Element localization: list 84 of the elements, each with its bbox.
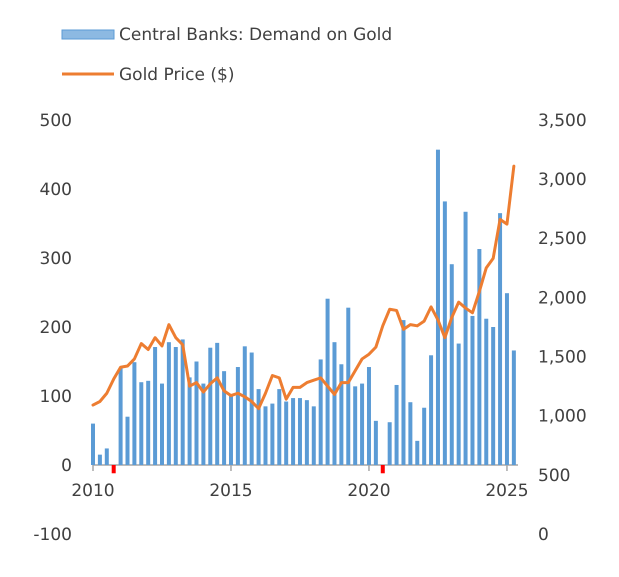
bar: [366, 367, 371, 465]
bar: [484, 318, 488, 465]
bar: [394, 384, 399, 465]
bar: [360, 384, 364, 465]
bar: [201, 384, 206, 465]
y-tick-label: -100: [33, 524, 72, 545]
x-tick-label: 2025: [485, 481, 529, 501]
bar: [477, 249, 482, 465]
bar: [139, 382, 144, 465]
x-tick-label: 2020: [347, 481, 391, 501]
bar: [263, 406, 268, 465]
bar: [242, 346, 247, 465]
y2-tick-label: 2,500: [538, 229, 587, 250]
bar: [422, 408, 426, 465]
bar: [456, 344, 461, 465]
bar: [380, 465, 385, 474]
y2-tick-label: 3,500: [538, 110, 587, 131]
x-tick-label: 2010: [71, 481, 115, 501]
y-tick-label: 100: [40, 386, 72, 407]
line-series: [92, 164, 516, 410]
bar: [498, 213, 502, 465]
x-tick-label: 2015: [209, 481, 253, 501]
bar: [346, 308, 350, 465]
y2-tick-label: 0: [538, 524, 549, 545]
bar: [125, 416, 130, 465]
bar: [436, 150, 440, 465]
y-tick-label: 300: [40, 248, 72, 269]
y2-tick-label: 1,000: [538, 406, 587, 427]
bar: [284, 402, 288, 465]
bar: [312, 406, 316, 465]
bar: [236, 367, 240, 465]
bar: [98, 454, 102, 465]
bar: [339, 364, 344, 465]
y2-tick-label: 3,000: [538, 170, 587, 190]
bar: [332, 342, 336, 465]
bar: [415, 440, 420, 465]
y2-tick-label: 500: [538, 466, 570, 486]
bar: [166, 342, 171, 465]
bar: [374, 420, 378, 465]
bar: [146, 380, 150, 465]
bar: [188, 377, 192, 465]
bar: [388, 422, 392, 465]
bar: [491, 327, 496, 465]
y-tick-label: 200: [40, 318, 72, 338]
bar: [442, 201, 447, 465]
bar: [174, 347, 178, 465]
bar: [256, 389, 261, 465]
bar: [401, 320, 406, 465]
bar: [208, 348, 212, 465]
bar: [118, 368, 123, 465]
bar: [132, 362, 136, 465]
bar: [222, 371, 226, 465]
bar: [450, 264, 454, 465]
y2-tick-label: 1,500: [538, 348, 587, 368]
bar: [512, 350, 516, 465]
bar: [250, 352, 254, 465]
bar: [277, 389, 282, 465]
bar: [326, 298, 330, 465]
bar: [194, 362, 198, 465]
bar: [91, 424, 95, 465]
bar: [112, 465, 116, 474]
bar: [318, 359, 323, 465]
bar: [464, 212, 468, 465]
bar: [470, 316, 474, 465]
bar: [298, 398, 302, 465]
bar: [215, 342, 220, 465]
y2-tick-label: 2,000: [538, 288, 587, 308]
bar: [180, 339, 185, 465]
bar: [160, 384, 164, 465]
bar: [270, 404, 274, 465]
bar: [104, 448, 109, 465]
bar: [429, 355, 434, 465]
bar: [353, 386, 358, 465]
bar: [408, 402, 412, 465]
bar: [504, 293, 509, 465]
bar: [291, 398, 296, 465]
bar: [153, 347, 158, 465]
y-tick-label: 400: [40, 180, 72, 200]
bar: [304, 400, 309, 465]
legend-label: Gold Price ($): [119, 64, 234, 85]
y-tick-label: 500: [40, 110, 72, 131]
bar: [228, 395, 233, 465]
y-tick-label: 0: [61, 456, 72, 476]
legend-label: Central Banks: Demand on Gold: [119, 24, 392, 45]
